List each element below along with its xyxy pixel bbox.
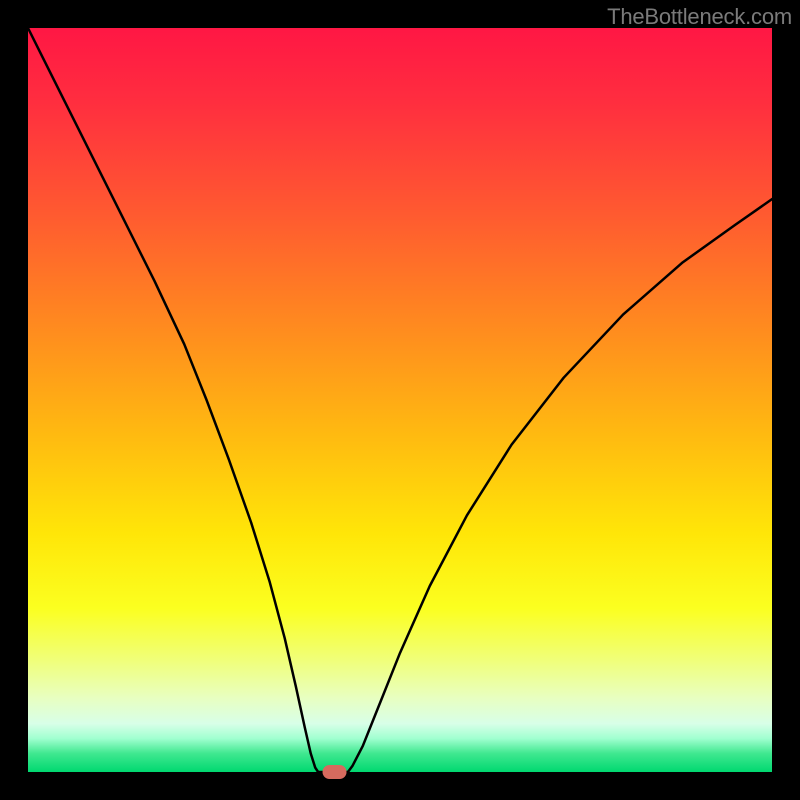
optimal-point-marker <box>323 765 347 779</box>
bottleneck-chart <box>0 0 800 800</box>
attribution-label: TheBottleneck.com <box>607 4 792 30</box>
plot-gradient-background <box>28 28 772 772</box>
chart-container: TheBottleneck.com <box>0 0 800 800</box>
